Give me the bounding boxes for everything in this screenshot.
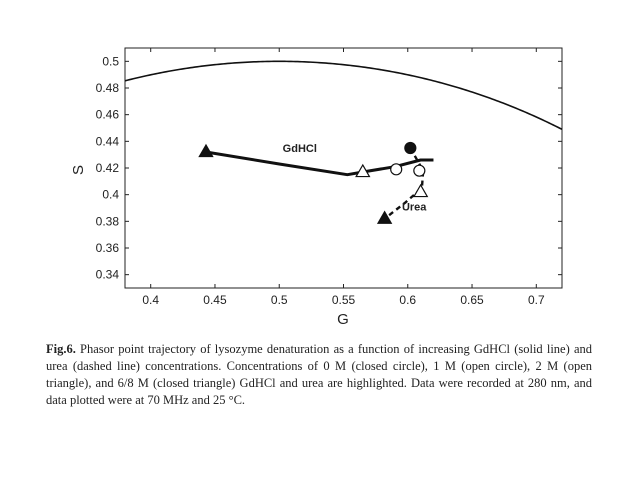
phasor-chart: 0.4 0.45 0.5 0.55 0.6 0.65 0.7 0.34 0.36 0.38 0.4… (70, 47, 563, 328)
universal-semicircle (125, 60, 562, 131)
x-axis-label: G (337, 311, 349, 328)
x-tick-label: 0.55 (332, 293, 356, 307)
y-tick-label: 0.48 (96, 81, 120, 95)
x-tick-label: 0.6 (399, 293, 416, 307)
x-tick-label: 0.7 (528, 293, 545, 307)
series-gdhcl (198, 141, 434, 178)
figure-caption: Fig.6. Phasor point trajectory of lysozy… (46, 341, 592, 409)
x-tick-label: 0.65 (460, 293, 484, 307)
data-point-open-triangle (355, 163, 371, 178)
y-tick-label: 0.5 (102, 54, 119, 68)
plot-frame (124, 47, 563, 289)
y-tick-label: 0.46 (96, 108, 120, 122)
y-tick-label: 0.38 (96, 214, 120, 228)
x-tick-label: 0.4 (142, 293, 159, 307)
data-point-open-circle (413, 164, 426, 177)
data-point-closed-circle (404, 141, 417, 155)
y-tick-label: 0.44 (96, 134, 120, 148)
y-axis-label: S (70, 165, 87, 175)
series-urea (376, 147, 429, 224)
series-layer (198, 141, 434, 224)
x-axis-ticks: 0.4 0.45 0.5 0.55 0.6 0.65 0.7 (142, 48, 545, 307)
x-tick-label: 0.45 (203, 293, 227, 307)
data-point-open-circle (390, 163, 403, 176)
y-axis-ticks: 0.34 0.36 0.38 0.4 0.42 0.44 0.46 0.48 0.5 (96, 54, 562, 282)
y-tick-label: 0.36 (96, 241, 120, 255)
y-tick-label: 0.34 (96, 268, 120, 282)
annotation-urea: Urea (402, 202, 427, 214)
y-tick-label: 0.42 (96, 161, 120, 175)
caption-label: Fig.6. (46, 342, 76, 356)
series-line (383, 147, 425, 220)
data-point-closed-triangle (198, 143, 214, 158)
x-tick-label: 0.5 (271, 293, 288, 307)
data-point-closed-triangle (376, 210, 393, 224)
y-tick-label: 0.4 (102, 188, 119, 202)
caption-text: Phasor point trajectory of lysozyme dena… (46, 342, 592, 407)
annotation-gdhcl: GdHCl (283, 143, 317, 155)
annotations: GdHCl Urea (283, 143, 428, 214)
data-point-open-triangle (412, 183, 429, 198)
